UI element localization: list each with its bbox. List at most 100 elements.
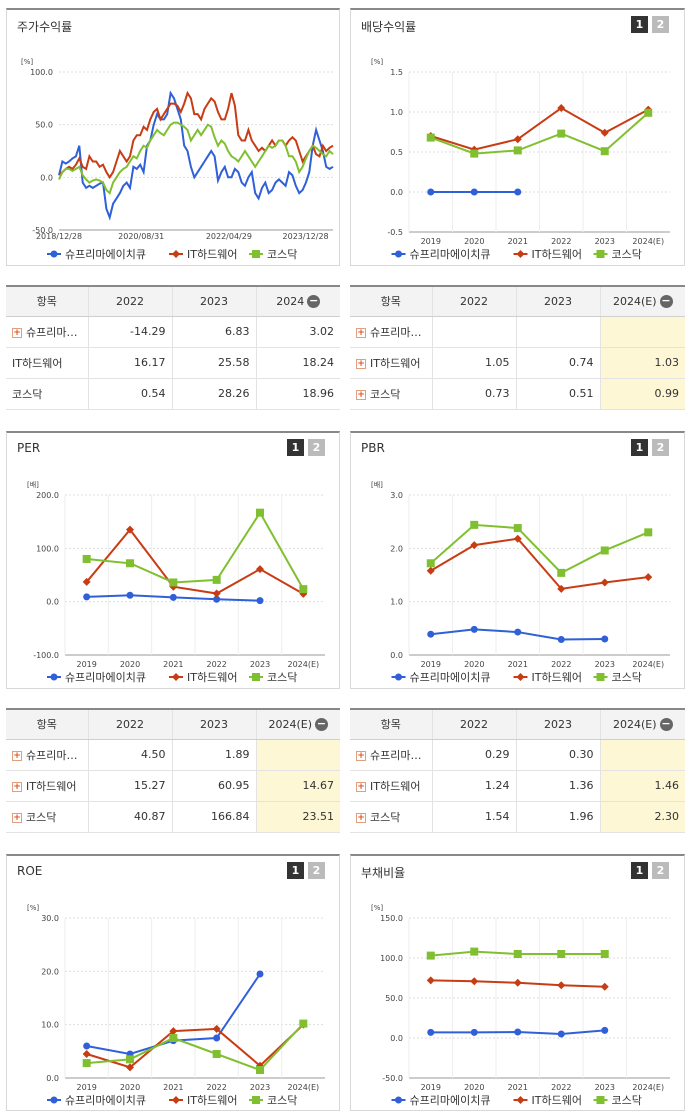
page-2-button[interactable]: 2 [308, 439, 325, 456]
data-point [299, 585, 308, 594]
data-point [256, 970, 264, 978]
page-1-button[interactable]: 1 [287, 862, 304, 879]
x-tick-label: 2022 [206, 1083, 226, 1092]
debt-ratio-panel: 부채비율 1 2 [%] 150.0 100.0 50.0 0.0 -50.0 2019 20… [350, 854, 685, 1111]
page-2-button[interactable]: 2 [652, 16, 669, 33]
table-cell: 2.30 [599, 801, 685, 833]
page-2-button[interactable]: 2 [652, 862, 669, 879]
page-2-button[interactable]: 2 [308, 862, 325, 879]
row-name: + 슈프리마… [6, 316, 88, 348]
header-2024: 2024− [255, 287, 340, 317]
y-tick-label: 100.0 [30, 68, 53, 77]
roe-chart: [%]30.0 20.0 10.0 0.0 2019 2020 2021 2022 2023 20… [27, 904, 325, 1107]
data-point [82, 1059, 91, 1068]
unit-label: [%] [371, 904, 383, 912]
row-label: IT하드웨어 [370, 779, 421, 793]
y-tick-label: 0.0 [46, 1074, 59, 1083]
series-line [86, 1023, 305, 1069]
data-point [82, 555, 91, 563]
data-point [126, 591, 134, 599]
data-point [83, 1042, 91, 1050]
page-1-button[interactable]: 1 [631, 439, 648, 456]
x-tick-label: 2023 [595, 237, 615, 246]
expand-icon[interactable]: + [12, 812, 22, 823]
table-cell: 6.83 [171, 316, 256, 348]
data-point [256, 597, 264, 605]
y-tick-label: -100.0 [33, 651, 59, 660]
collapse-icon[interactable]: − [307, 294, 321, 308]
table-row: + IT하드웨어 1.05 0.74 1.03 [350, 347, 685, 379]
table-cell: -14.29 [87, 316, 172, 348]
data-point [557, 950, 566, 958]
table-cell: 166.84 [171, 801, 256, 833]
x-tick-label: 2019 [421, 1083, 441, 1092]
series-line [86, 1022, 305, 1072]
expand-icon[interactable]: + [356, 750, 366, 761]
expand-icon[interactable]: + [12, 750, 22, 761]
header-2022: 2022 [431, 287, 516, 317]
data-point [514, 1028, 522, 1036]
table-cell: 16.17 [87, 347, 172, 379]
dividend-yield-chart: [%] 1.5 1.0 0.5 0.0 -0.5 2019 2020 2021 2022 2023 2… [371, 58, 670, 261]
x-tick-label: 2021 [508, 660, 528, 669]
x-tick-label: 2021 [163, 660, 183, 669]
expand-icon[interactable]: + [356, 327, 366, 338]
unit-label: [%] [27, 904, 39, 912]
collapse-icon[interactable]: − [659, 717, 673, 731]
data-point [470, 625, 478, 633]
data-point [212, 575, 221, 584]
data-point [82, 1050, 91, 1058]
page-1-button[interactable]: 1 [631, 862, 648, 879]
table-cell: 0.29 [431, 739, 516, 771]
row-name: + IT하드웨어 [6, 770, 88, 802]
legend-item: 슈프리마에이치큐 [65, 248, 146, 261]
y-tick-label: 0.0 [40, 173, 53, 182]
table-cell: 1.05 [431, 347, 516, 379]
x-tick-label: 2023 [595, 1083, 615, 1092]
expand-icon[interactable]: + [12, 327, 22, 338]
x-tick-label: 2023/12/28 [283, 232, 329, 241]
table-cell: 28.26 [171, 378, 256, 410]
data-point [126, 559, 134, 568]
table-cell: 1.24 [431, 770, 516, 802]
x-tick-label: 2024(E) [632, 1083, 664, 1092]
table-row: + 슈프리마… [350, 316, 685, 348]
panel-title: 부채비율 [361, 866, 406, 880]
data-point [470, 149, 479, 158]
expand-icon[interactable]: + [356, 812, 366, 823]
y-tick-label: 0.0 [390, 1034, 403, 1043]
page-1-button[interactable]: 1 [287, 439, 304, 456]
header-2024e-label: 2024(E) [612, 294, 657, 308]
collapse-icon[interactable]: − [659, 294, 673, 308]
x-tick-label: 2021 [508, 1083, 528, 1092]
data-point [172, 250, 180, 258]
y-tick-label: 0.0 [390, 651, 403, 660]
expand-icon[interactable]: + [356, 389, 366, 400]
series-line [430, 537, 649, 590]
expand-icon[interactable]: + [356, 358, 366, 369]
panel-title: 주가수익률 [17, 20, 73, 34]
data-point [426, 951, 435, 960]
expand-icon[interactable]: + [356, 781, 366, 792]
legend-item: IT하드웨어 [187, 1093, 237, 1107]
y-tick-label: 100.0 [36, 544, 59, 553]
x-tick-label: 2022/04/29 [206, 232, 252, 241]
page-1-button[interactable]: 1 [631, 16, 648, 33]
expand-icon[interactable]: + [12, 781, 22, 792]
page-2-button[interactable]: 2 [652, 439, 669, 456]
x-tick-label: 2020 [464, 1083, 484, 1092]
data-point [513, 534, 522, 543]
data-point [557, 568, 566, 577]
data-point [256, 508, 264, 517]
legend-item: 코스닥 [267, 1094, 297, 1107]
data-point [427, 630, 435, 638]
x-tick-label: 2023 [250, 1083, 270, 1092]
table-cell: 0.73 [431, 378, 516, 410]
table-cell: 60.95 [171, 770, 256, 802]
collapse-icon[interactable]: − [315, 717, 329, 731]
data-point [426, 559, 435, 568]
data-point [557, 104, 566, 112]
x-tick-label: 2024(E) [632, 660, 664, 669]
x-tick-label: 2019 [76, 1083, 96, 1092]
y-tick-label: 100.0 [380, 954, 403, 963]
